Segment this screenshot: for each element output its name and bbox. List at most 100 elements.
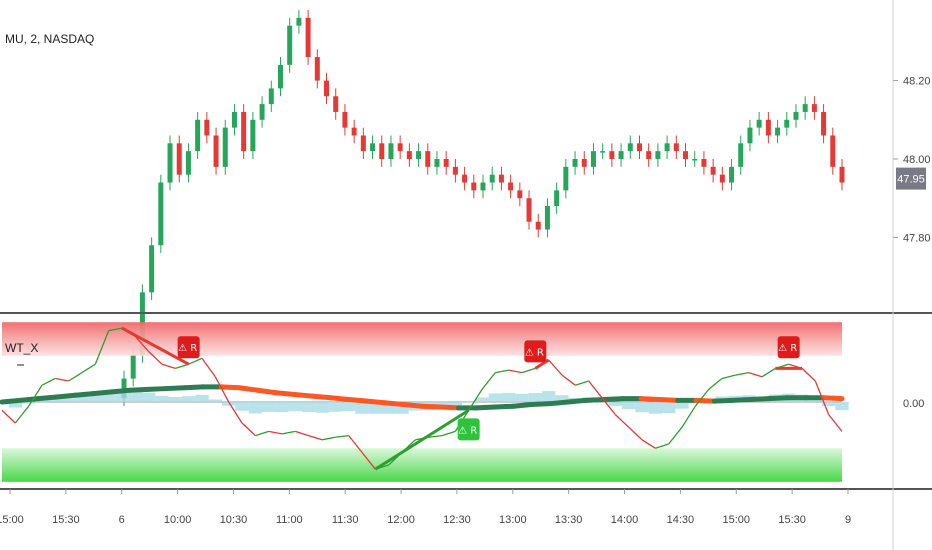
wavetrend-segment xyxy=(814,380,830,415)
histogram-bar xyxy=(182,396,196,402)
signal-segment xyxy=(510,402,535,409)
histogram-bar xyxy=(502,392,516,402)
signal-segment xyxy=(182,384,206,391)
candle-body xyxy=(296,17,302,26)
candle-body xyxy=(802,104,808,112)
badge-label: R xyxy=(537,347,544,358)
wavetrend-segment xyxy=(188,357,203,365)
candle-body xyxy=(130,355,136,379)
time-tick-label: 12:30 xyxy=(443,514,471,526)
candle xyxy=(572,151,578,175)
candle-body xyxy=(489,174,495,183)
candle-body xyxy=(811,104,817,112)
wavetrend-segment xyxy=(561,374,576,386)
badge-label: R xyxy=(790,343,797,354)
signal-segment xyxy=(346,396,370,404)
candle-body xyxy=(517,190,523,199)
divergence-line xyxy=(534,358,550,370)
wavetrend-segment xyxy=(281,430,296,435)
signal-segment xyxy=(711,397,735,404)
candle xyxy=(204,111,210,144)
candle-body xyxy=(738,143,744,167)
histogram-bar xyxy=(275,402,289,413)
candle-body xyxy=(784,119,790,128)
wavetrend-segment xyxy=(361,451,376,470)
time-tick-label: 10:00 xyxy=(164,514,192,526)
candle-body xyxy=(636,143,642,152)
candle xyxy=(719,166,725,191)
candle xyxy=(379,135,385,167)
last-price-label: 47.95 xyxy=(897,174,925,186)
candle-body xyxy=(333,96,339,112)
wavetrend-segment xyxy=(94,330,110,365)
candle-body xyxy=(775,127,781,136)
histogram-bar xyxy=(395,402,409,414)
candle-body xyxy=(176,143,182,175)
candle-body xyxy=(443,159,449,167)
signal-badges: ⚠ R ⚠ R ⚠ R⚠ R xyxy=(177,336,800,441)
histogram-bar xyxy=(168,397,182,402)
warning-icon: ⚠ xyxy=(178,343,187,354)
candle xyxy=(259,96,265,128)
wavetrend-segment xyxy=(55,377,69,382)
candle-body xyxy=(526,198,532,222)
histogram-bar xyxy=(662,402,676,414)
histogram-bar xyxy=(448,402,462,408)
wavetrend-segment xyxy=(68,372,83,382)
wavetrend-segment xyxy=(148,351,163,365)
histogram-bar xyxy=(462,402,476,403)
signal-segment xyxy=(364,398,388,406)
candle xyxy=(673,135,679,159)
signal-segment xyxy=(255,387,279,396)
candle xyxy=(370,135,376,159)
histogram-bar xyxy=(368,402,382,414)
signal-segment xyxy=(54,392,78,400)
bullish-signal-badge: ⚠ R xyxy=(457,418,480,441)
candle xyxy=(609,143,615,167)
time-tick-label: 9 xyxy=(845,514,851,526)
histogram-bar xyxy=(208,399,222,402)
candle-body xyxy=(498,174,504,183)
time-tick-label: 6 xyxy=(119,514,125,526)
candle xyxy=(434,151,440,175)
candle-body xyxy=(185,151,191,175)
candle-body xyxy=(158,182,164,246)
candle xyxy=(701,151,707,175)
candle-body xyxy=(370,143,376,152)
wavetrend-segment xyxy=(28,384,43,407)
candle xyxy=(425,143,431,175)
candle-body xyxy=(452,166,458,175)
candle-body xyxy=(471,182,477,191)
histogram-bar xyxy=(62,398,76,402)
wavetrend-segment xyxy=(495,369,509,374)
candle xyxy=(517,182,523,207)
time-axis[interactable]: 15:00 15:30 6 10:00 10:30 11:00 11:30 12:00 12:3… xyxy=(0,489,851,526)
candle xyxy=(655,143,661,167)
indicator-pane[interactable]: ⚠ R ⚠ R ⚠ R⚠ R WT_X 0.00 xyxy=(0,322,924,482)
signal-segment xyxy=(401,402,425,409)
signal-segment xyxy=(729,396,754,403)
signal-segment xyxy=(437,404,462,411)
candle-body xyxy=(646,151,652,159)
wavetrend-segment xyxy=(628,426,643,441)
candle-body xyxy=(287,25,293,65)
candle-body xyxy=(701,159,707,167)
divergence-lines xyxy=(121,326,802,471)
histogram-bar xyxy=(488,393,502,402)
candle-body xyxy=(544,206,550,230)
candle xyxy=(351,119,357,144)
signal-segment xyxy=(236,385,261,393)
price-axis[interactable]: 48.20 48.00 47.80 xyxy=(893,76,931,245)
wavetrend-segment xyxy=(134,336,150,353)
candle xyxy=(747,119,753,152)
wavetrend-segment xyxy=(735,371,749,376)
wavetrend-segment xyxy=(681,405,696,428)
time-tick-label: 13:00 xyxy=(499,514,527,526)
candle-body xyxy=(342,111,348,128)
signal-segment xyxy=(547,399,571,407)
time-tick-label: 11:30 xyxy=(332,514,359,526)
candle-body xyxy=(572,159,578,167)
price-pane[interactable]: 48.20 48.00 47.80 47.95 MU, 2, NASDAQ xyxy=(0,0,931,407)
histogram-bar xyxy=(622,402,636,410)
